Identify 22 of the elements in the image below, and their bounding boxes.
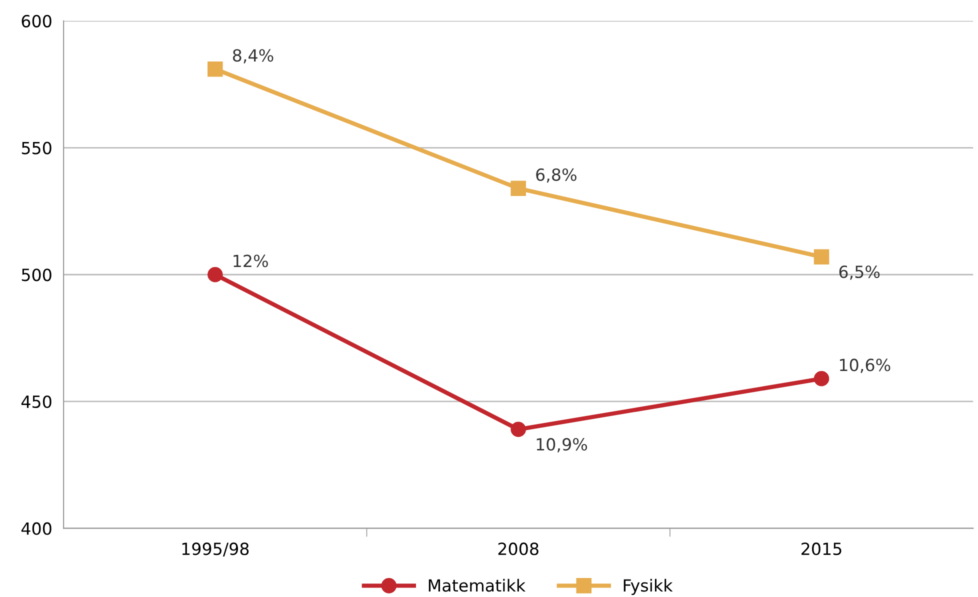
- point: [510, 180, 526, 196]
- y-tick-label: 450: [21, 395, 52, 408]
- annotation: 6,5%: [839, 265, 880, 280]
- point: [510, 422, 526, 438]
- y-tick-label: 550: [22, 142, 52, 154]
- point: [814, 249, 830, 264]
- x-tick-label: 1995/98: [182, 542, 249, 556]
- legend-label: Fysikk: [624, 578, 673, 595]
- y-tick-label: 600: [22, 14, 52, 28]
- annotation: 10,9%: [536, 438, 588, 452]
- annotation: 10,6%: [840, 358, 890, 373]
- point: [814, 371, 830, 386]
- annotation: 12%: [234, 254, 268, 268]
- point: [208, 61, 223, 77]
- x-tick-label: 2015: [802, 542, 842, 556]
- x-tick-label: 2008: [498, 542, 538, 556]
- point: [208, 266, 223, 282]
- annotation: 8,4%: [232, 49, 274, 64]
- annotation: 6,8%: [536, 168, 576, 183]
- y-tick-label: 400: [21, 522, 52, 535]
- y-tick-label: 500: [22, 268, 52, 282]
- legend-label: Matematikk: [428, 578, 526, 592]
